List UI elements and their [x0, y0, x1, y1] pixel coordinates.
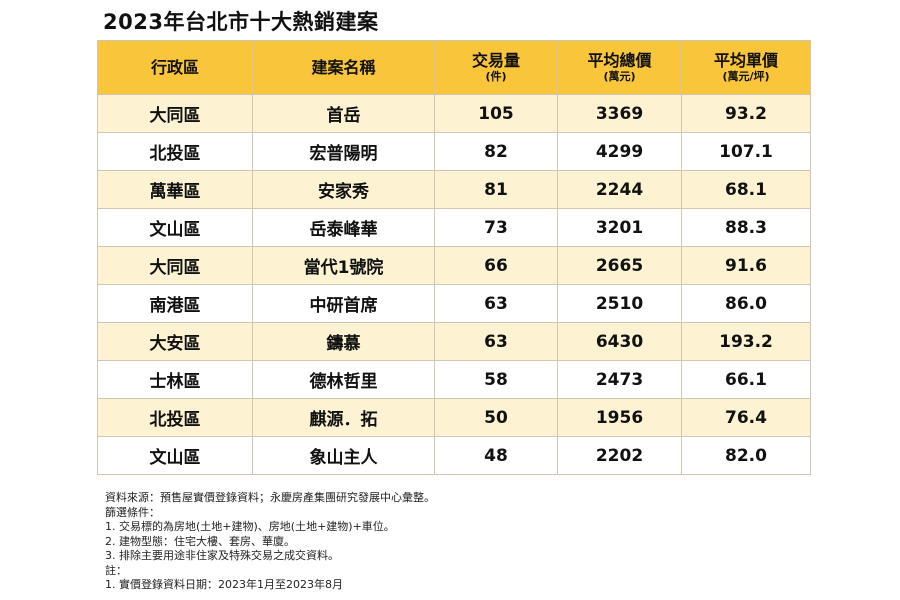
- cell-average-unit-price: 68.1: [681, 170, 811, 209]
- filter-condition-item: 2. 建物型態：住宅大樓、套房、華廈。: [105, 534, 295, 548]
- sales-table-container: 行政區 建案名稱 交易量 (件) 平均總價 (萬元) 平均單價 (萬元/坪): [97, 40, 811, 475]
- header-unit: (萬元/坪): [722, 70, 770, 83]
- table-row: 大同區 當代1號院 66 2665 91.6: [97, 246, 811, 285]
- cell-average-unit-price: 91.6: [681, 246, 811, 285]
- cell-district: 文山區: [97, 436, 253, 475]
- cell-district: 文山區: [97, 208, 253, 247]
- table-row: 士林區 德林哲里 58 2473 66.1: [97, 360, 811, 399]
- cell-district: 大同區: [97, 246, 253, 285]
- header-unit: (件): [485, 70, 507, 83]
- cell-district: 萬華區: [97, 170, 253, 209]
- table-row: 文山區 象山主人 48 2202 82.0: [97, 436, 811, 475]
- cell-average-total-price: 2510: [557, 284, 682, 323]
- table-row: 文山區 岳泰峰華 73 3201 88.3: [97, 208, 811, 247]
- cell-average-unit-price: 66.1: [681, 360, 811, 399]
- cell-district: 南港區: [97, 284, 253, 323]
- header-transaction-volume: 交易量 (件): [434, 40, 558, 95]
- header-label: 行政區: [150, 57, 199, 77]
- cell-district: 北投區: [97, 132, 253, 171]
- filter-condition-item: 3. 排除主要用途非住家及特殊交易之成交資料。: [105, 549, 339, 562]
- cell-project-name: 中研首席: [252, 284, 435, 323]
- header-label: 交易量: [471, 51, 520, 70]
- cell-average-unit-price: 93.2: [681, 94, 811, 133]
- header-average-total-price: 平均總價 (萬元): [557, 40, 682, 95]
- table-row: 大同區 首岳 105 3369 93.2: [97, 94, 811, 133]
- cell-transaction-volume: 63: [434, 322, 558, 361]
- cell-district: 士林區: [97, 360, 253, 399]
- cell-transaction-volume: 48: [434, 436, 558, 475]
- cell-average-unit-price: 82.0: [681, 436, 811, 475]
- filter-conditions-heading: 篩選條件：: [105, 505, 160, 519]
- cell-average-total-price: 2665: [557, 246, 682, 285]
- header-average-unit-price: 平均單價 (萬元/坪): [681, 40, 811, 95]
- cell-average-total-price: 4299: [557, 132, 682, 171]
- cell-transaction-volume: 63: [434, 284, 558, 323]
- cell-transaction-volume: 73: [434, 208, 558, 247]
- header-district: 行政區: [97, 40, 253, 95]
- table-row: 大安區 鑄慕 63 6430 193.2: [97, 322, 811, 361]
- cell-transaction-volume: 58: [434, 360, 558, 399]
- cell-project-name: 麒源．拓: [252, 398, 435, 437]
- data-source-note: 資料來源：預售屋實價登錄資料；永慶房產集團研究發展中心彙整。: [105, 491, 435, 504]
- table-row: 萬華區 安家秀 81 2244 68.1: [97, 170, 811, 209]
- cell-average-unit-price: 107.1: [681, 132, 811, 171]
- cell-project-name: 德林哲里: [252, 360, 435, 399]
- page-title: 2023年台北市十大熱銷建案: [103, 10, 379, 34]
- cell-average-total-price: 2473: [557, 360, 682, 399]
- cell-average-total-price: 3369: [557, 94, 682, 133]
- cell-project-name: 安家秀: [252, 170, 435, 209]
- cell-project-name: 當代1號院: [252, 246, 435, 285]
- cell-district: 大安區: [97, 322, 253, 361]
- cell-transaction-volume: 66: [434, 246, 558, 285]
- cell-average-unit-price: 193.2: [681, 322, 811, 361]
- header-label: 建案名稱: [311, 57, 376, 77]
- cell-district: 北投區: [97, 398, 253, 437]
- header-unit: (萬元): [603, 70, 636, 83]
- sales-table: 行政區 建案名稱 交易量 (件) 平均總價 (萬元) 平均單價 (萬元/坪): [97, 40, 811, 475]
- cell-transaction-volume: 82: [434, 132, 558, 171]
- cell-transaction-volume: 50: [434, 398, 558, 437]
- cell-average-unit-price: 86.0: [681, 284, 811, 323]
- table-row: 北投區 宏普陽明 82 4299 107.1: [97, 132, 811, 171]
- cell-project-name: 岳泰峰華: [252, 208, 435, 247]
- cell-average-unit-price: 76.4: [681, 398, 811, 437]
- cell-average-total-price: 6430: [557, 322, 682, 361]
- header-label: 平均總價: [587, 51, 652, 70]
- filter-condition-item: 1. 交易標的為房地(土地+建物)、房地(土地+建物)+車位。: [105, 520, 395, 533]
- header-project-name: 建案名稱: [252, 40, 435, 95]
- cell-project-name: 鑄慕: [252, 322, 435, 361]
- cell-average-total-price: 3201: [557, 208, 682, 247]
- cell-average-total-price: 2202: [557, 436, 682, 475]
- remarks-heading: 註：: [105, 563, 127, 577]
- cell-district: 大同區: [97, 94, 253, 133]
- table-header-row: 行政區 建案名稱 交易量 (件) 平均總價 (萬元) 平均單價 (萬元/坪): [97, 40, 811, 95]
- cell-transaction-volume: 105: [434, 94, 558, 133]
- table-row: 南港區 中研首席 63 2510 86.0: [97, 284, 811, 323]
- table-row: 北投區 麒源．拓 50 1956 76.4: [97, 398, 811, 437]
- cell-average-total-price: 1956: [557, 398, 682, 437]
- cell-average-unit-price: 88.3: [681, 208, 811, 247]
- cell-transaction-volume: 81: [434, 170, 558, 209]
- cell-project-name: 宏普陽明: [252, 132, 435, 171]
- cell-project-name: 象山主人: [252, 436, 435, 475]
- cell-average-total-price: 2244: [557, 170, 682, 209]
- remark-item: 1. 實價登錄資料日期：2023年1月至2023年8月: [105, 578, 343, 591]
- footnotes: 資料來源：預售屋實價登錄資料；永慶房產集團研究發展中心彙整。 篩選條件： 1. …: [105, 491, 435, 593]
- header-label: 平均單價: [713, 51, 778, 70]
- cell-project-name: 首岳: [252, 94, 435, 133]
